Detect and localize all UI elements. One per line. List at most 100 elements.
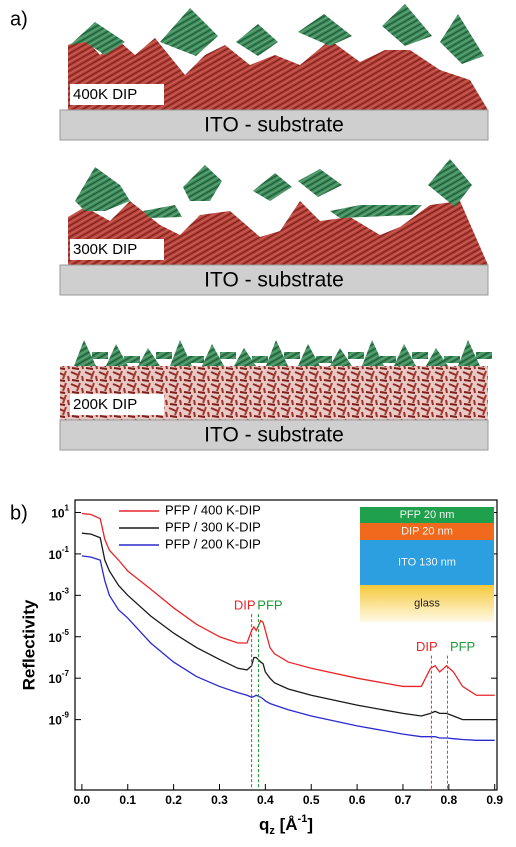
pfp-island: [298, 14, 352, 46]
pfp-island: [330, 348, 352, 366]
y-tick-exponent: -9: [62, 711, 70, 720]
layer-block: [360, 523, 494, 540]
y-tick-base: 10: [49, 631, 63, 645]
dip-layer: [60, 366, 488, 420]
peak-annotation: DIP: [234, 598, 256, 613]
layer-label: PFP 20 nm: [400, 509, 455, 521]
pfp-island: [156, 352, 172, 359]
substrate: [59, 264, 489, 296]
x-tick-label: 0.1: [119, 793, 136, 807]
substrate-label: ITO - substrate: [204, 269, 344, 292]
pfp-island: [348, 352, 364, 359]
pfp-island: [70, 22, 125, 55]
legend-label: PFP / 200 K-DIP: [165, 536, 261, 551]
sample-label-box: [70, 394, 164, 415]
y-tick-exponent: 1: [65, 504, 70, 513]
y-tick-base: 10: [49, 714, 63, 728]
film-diagram: ITO - substrate 400K DIP: [59, 4, 489, 141]
pfp-island: [298, 169, 342, 197]
pfp-island: [382, 4, 432, 46]
y-tick-label: 10-3: [49, 586, 70, 603]
y-tick-label: 101: [51, 504, 69, 521]
x-label-base: q: [259, 815, 269, 834]
data-line: [81, 512, 495, 696]
film-diagram: ITO - substrate 200K DIP: [59, 340, 492, 451]
pfp-island: [298, 344, 320, 366]
layer-label: DIP 20 nm: [401, 525, 453, 537]
pfp-island: [440, 14, 484, 64]
x-tick-label: 0.2: [165, 793, 182, 807]
pfp-island: [476, 352, 492, 359]
y-tick-label: 10-9: [49, 711, 70, 728]
sample-label: 200K DIP: [73, 396, 137, 413]
y-tick-base: 10: [49, 590, 63, 604]
y-tick-label: 10-5: [49, 628, 70, 645]
y-tick-label: 10-7: [49, 669, 70, 686]
pfp-island: [394, 344, 416, 366]
x-label-sub: z: [269, 825, 275, 837]
pfp-island: [183, 165, 222, 201]
y-tick-exponent: -1: [62, 545, 70, 554]
panel-label: b): [10, 502, 28, 524]
pfp-island: [106, 344, 128, 366]
x-label-sup: -1: [298, 813, 308, 825]
panel-label: a): [10, 8, 28, 30]
pfp-island: [138, 348, 160, 366]
x-label-unit: [Å: [275, 815, 298, 834]
layer-block: [360, 585, 494, 622]
pfp-island: [380, 356, 396, 363]
pfp-island: [253, 173, 292, 201]
plot-frame: [74, 499, 498, 791]
pfp-island: [266, 340, 288, 366]
pfp-island: [170, 340, 192, 366]
x-tick-label: 0.9: [486, 793, 503, 807]
pfp-island: [143, 205, 182, 218]
sample-label-box: [70, 84, 164, 105]
substrate: [59, 109, 489, 141]
pfp-island: [236, 24, 278, 56]
pfp-island: [124, 356, 140, 363]
pfp-island: [444, 356, 460, 363]
pfp-island: [428, 159, 472, 207]
y-axis-label: Reflectivity: [19, 599, 38, 690]
layer-label: glass: [414, 597, 440, 609]
pfp-island: [188, 356, 204, 363]
pfp-island: [426, 348, 448, 366]
x-tick-label: 0.0: [74, 793, 91, 807]
x-tick-label: 0.4: [257, 793, 274, 807]
peak-annotation: PFP: [257, 598, 282, 613]
x-tick-label: 0.6: [349, 793, 366, 807]
x-axis-label: qz [Å-1]: [259, 813, 313, 837]
y-tick-exponent: -7: [62, 669, 70, 678]
pfp-island: [362, 340, 384, 366]
substrate-label: ITO - substrate: [204, 114, 344, 137]
peak-annotation: PFP: [450, 639, 475, 654]
substrate-label: ITO - substrate: [204, 424, 344, 447]
y-tick-exponent: -5: [62, 628, 70, 637]
pfp-island: [160, 8, 218, 56]
data-line: [81, 532, 495, 721]
data-line: [81, 555, 495, 741]
pfp-island: [74, 340, 96, 366]
y-tick-base: 10: [49, 548, 63, 562]
x-tick-label: 0.8: [440, 793, 457, 807]
y-tick-exponent: -3: [62, 586, 70, 595]
layer-label: ITO 130 nm: [398, 556, 456, 568]
pfp-island: [252, 356, 268, 363]
pfp-island: [458, 340, 480, 366]
y-tick-base: 10: [49, 672, 63, 686]
sample-label: 400K DIP: [73, 86, 137, 103]
pfp-island: [220, 352, 236, 359]
pfp-island: [234, 348, 256, 366]
pfp-island: [92, 352, 108, 359]
y-tick-base: 10: [51, 507, 65, 521]
legend-label: PFP / 300 K-DIP: [165, 519, 261, 534]
sample-label: 300K DIP: [73, 241, 137, 258]
pfp-island: [75, 167, 130, 211]
pfp-island: [284, 352, 300, 359]
substrate: [59, 419, 489, 451]
y-tick-label: 10-1: [49, 545, 70, 562]
dip-layer: [68, 201, 488, 265]
